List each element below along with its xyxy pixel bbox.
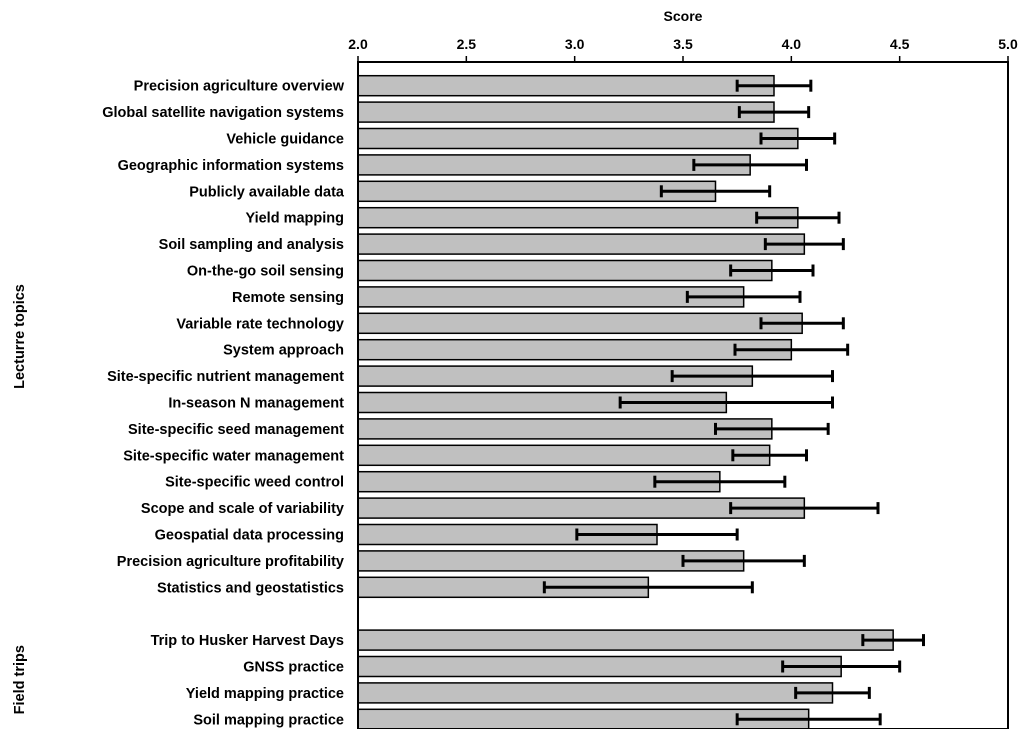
category-labels: Precision agriculture overview Global sat…: [102, 79, 345, 729]
category-label: Geographic information systems: [118, 158, 344, 174]
group-labels: Lecturre topics Field trips: [12, 284, 28, 714]
bar: [357, 338, 793, 361]
bar: [357, 101, 775, 123]
category-label: Scope and scale of variability: [141, 501, 344, 517]
category-label: Site-specific nutrient management: [107, 369, 344, 385]
bar: [357, 312, 803, 335]
bar: [357, 259, 773, 282]
x-axis-label: Score: [664, 8, 703, 24]
category-label: Trip to Husker Harvest Days: [151, 633, 344, 649]
category-label: Statistics and geostatistics: [157, 580, 344, 596]
bar: [357, 74, 775, 97]
bar: [357, 154, 751, 176]
x-tick-label: 4.5: [890, 36, 910, 52]
category-label: Soil sampling and analysis: [159, 237, 344, 253]
x-tick-label: 4.0: [782, 36, 802, 52]
x-tick-label: 3.0: [565, 36, 585, 52]
x-tick-label: 2.0: [348, 36, 368, 52]
category-label: Remote sensing: [232, 290, 344, 306]
plot-frame: [357, 61, 1009, 729]
bar: [357, 655, 842, 678]
bar: [357, 286, 745, 308]
category-label: Vehicle guidance: [226, 132, 344, 148]
category-label: In-season N management: [168, 396, 344, 412]
category-label: Soil mapping practice: [193, 712, 344, 728]
bars: [357, 74, 925, 729]
bar: [357, 418, 773, 440]
category-label: Yield mapping practice: [186, 686, 344, 702]
group-label: Lecturre topics: [12, 284, 28, 389]
bar: [357, 206, 799, 229]
category-label: GNSS practice: [243, 660, 344, 676]
x-tick-label: 3.5: [673, 36, 693, 52]
category-label: Variable rate technology: [176, 316, 344, 332]
group-label: Field trips: [12, 645, 28, 714]
category-label: Site-specific water management: [123, 448, 344, 464]
bar: [357, 127, 799, 150]
category-label: Publicly available data: [189, 184, 345, 200]
category-label: Precision agriculture profitability: [117, 554, 344, 570]
category-label: Global satellite navigation systems: [102, 105, 344, 121]
bar: [357, 444, 771, 467]
bar: [357, 682, 834, 704]
x-axis-ticks: 2.0 2.5 3.0 3.5 4.0 4.5 5.0: [348, 36, 1018, 62]
category-label: Site-specific weed control: [165, 475, 344, 491]
bar: [357, 233, 806, 255]
category-label: On-the-go soil sensing: [187, 264, 344, 280]
category-label: System approach: [223, 343, 344, 359]
category-label: Yield mapping: [245, 211, 344, 227]
bar: [357, 629, 894, 651]
category-label: Precision agriculture overview: [134, 79, 345, 95]
category-label: Geospatial data processing: [155, 528, 344, 544]
x-tick-label: 5.0: [998, 36, 1018, 52]
category-label: Site-specific seed management: [128, 422, 344, 438]
x-tick-label: 2.5: [457, 36, 477, 52]
